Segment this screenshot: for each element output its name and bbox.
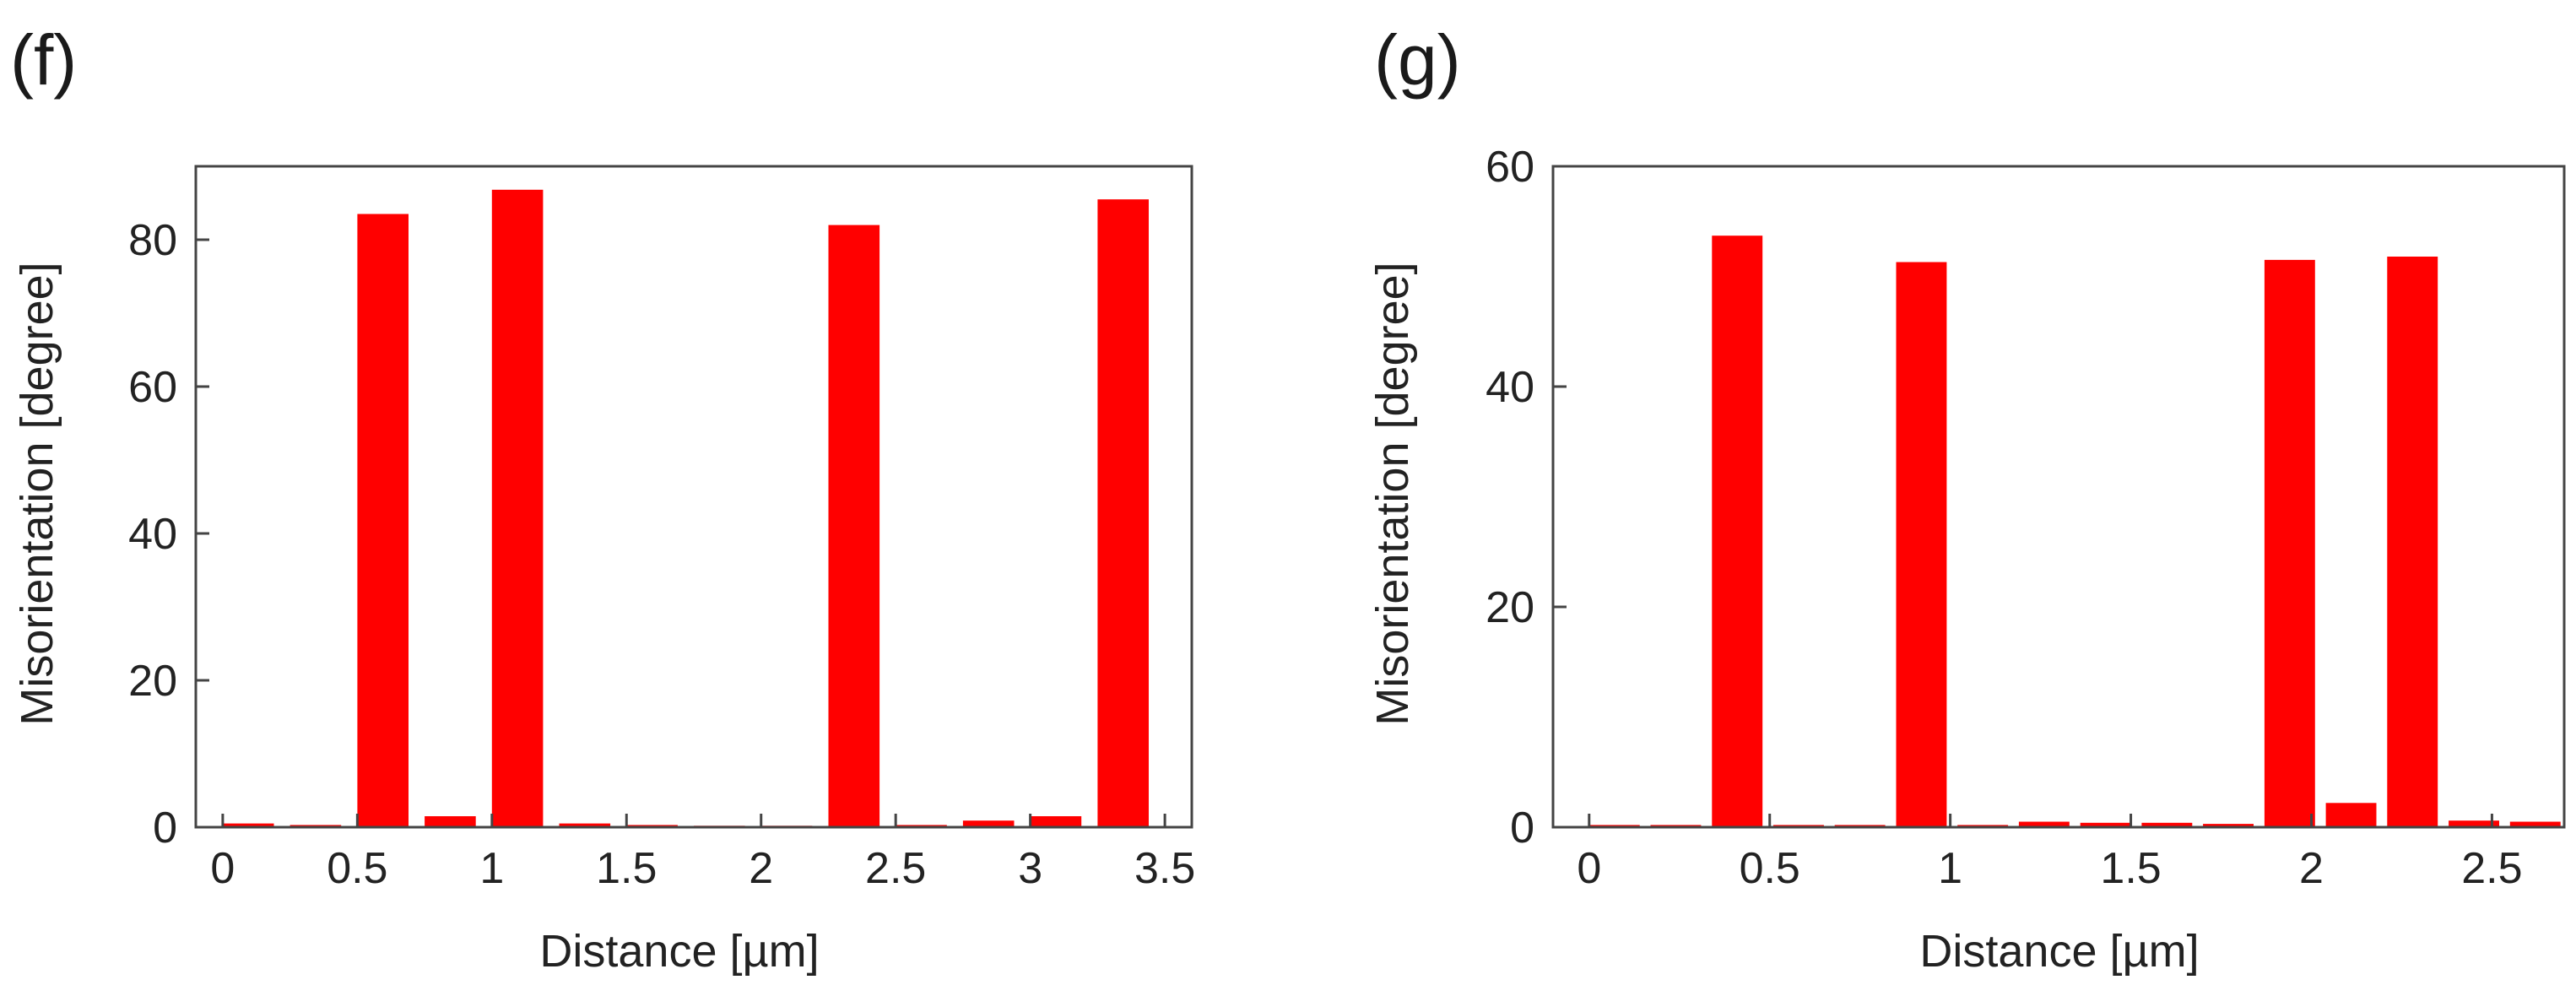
bar-f-9	[828, 225, 880, 828]
x-tick-label-g-1: 0.5	[1740, 844, 1800, 893]
bar-g-15	[2509, 821, 2561, 827]
bar-f-5	[559, 823, 611, 827]
x-tick-label-f-6: 3	[1018, 844, 1042, 893]
panel-label-g: (g)	[1374, 20, 1461, 100]
x-tick-label-f-4: 2	[749, 844, 773, 893]
bar-g-13	[2387, 257, 2438, 827]
x-tick-label-g-4: 2	[2299, 844, 2324, 893]
bar-f-12	[1030, 816, 1082, 827]
x-tick-label-g-2: 1	[1938, 844, 1962, 893]
chart-f: (f) 0 0.5 1 1.5 2 2.5 3 3.5 0 20 40 60 80 Distance […	[10, 20, 1195, 977]
bar-f-3	[425, 816, 476, 827]
y-tick-label-g-1: 20	[1486, 583, 1534, 632]
bar-f-11	[962, 820, 1015, 827]
bar-g-5	[1896, 262, 1947, 827]
bar-g-8	[2080, 822, 2131, 827]
bar-g-2	[1712, 235, 1763, 827]
x-tick-label-f-7: 3.5	[1134, 844, 1195, 893]
bar-g-12	[2325, 803, 2377, 827]
bar-f-13	[1097, 199, 1149, 827]
tick-group-g: 0 0.5 1 1.5 2 2.5 0 20 40 60	[1486, 143, 2522, 893]
panel-label-f: (f)	[10, 20, 77, 100]
bar-g-7	[2018, 821, 2070, 827]
y-axis-title-g: Misorientation [degree]	[1367, 262, 1418, 725]
bar-f-0	[222, 823, 274, 827]
x-tick-label-f-0: 0	[210, 844, 235, 893]
tick-group-f: 0 0.5 1 1.5 2 2.5 3 3.5 0 20 40 60 80	[128, 216, 1195, 893]
x-axis-title-g: Distance [µm]	[1919, 926, 2199, 977]
x-tick-label-g-5: 2.5	[2461, 844, 2522, 893]
x-axis-title-f: Distance [µm]	[539, 926, 819, 977]
bar-g-10	[2203, 824, 2254, 827]
bar-f-4	[491, 189, 544, 828]
y-tick-label-g-2: 40	[1486, 363, 1534, 412]
bar-g-11	[2264, 259, 2315, 827]
chart-g: (g) 0 0.5 1 1.5 2 2.5 0 20 40 60 Distance [µm] Mi…	[1367, 20, 2566, 977]
y-tick-label-g-3: 60	[1486, 143, 1534, 192]
bar-g-14	[2449, 820, 2499, 827]
bar-group-f	[222, 189, 1149, 828]
x-tick-label-f-1: 0.5	[327, 844, 387, 893]
y-tick-label-f-4: 80	[128, 216, 177, 265]
x-tick-label-f-5: 2.5	[865, 844, 926, 893]
plot-frame-f	[194, 165, 1193, 829]
x-tick-label-f-3: 1.5	[596, 844, 657, 893]
y-axis-title-f: Misorientation [degree]	[12, 262, 62, 725]
y-tick-label-g-0: 0	[1510, 804, 1534, 853]
bar-group-g	[1588, 235, 2561, 827]
plot-frame-g	[1551, 165, 2566, 829]
y-tick-label-f-2: 40	[128, 510, 177, 559]
y-tick-label-f-0: 0	[153, 804, 177, 853]
y-tick-label-f-3: 60	[128, 363, 177, 412]
x-tick-label-g-0: 0	[1577, 844, 1601, 893]
x-tick-label-f-2: 1	[479, 844, 504, 893]
y-tick-label-f-1: 20	[128, 657, 177, 706]
x-tick-label-g-3: 1.5	[2100, 844, 2161, 893]
bar-g-9	[2141, 822, 2193, 827]
bar-f-2	[357, 214, 409, 827]
